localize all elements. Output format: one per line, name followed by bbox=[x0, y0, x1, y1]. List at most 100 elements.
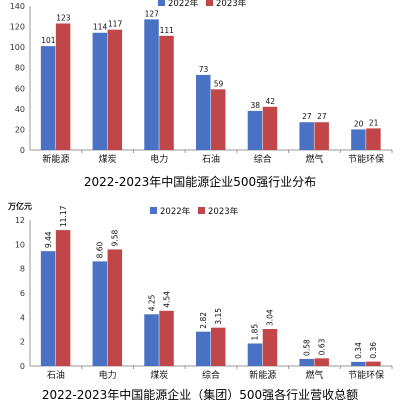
bar-value-label: 123 bbox=[56, 13, 71, 22]
legend-label-2023: 2023年 bbox=[208, 206, 239, 217]
x-category-label: 综合 bbox=[202, 369, 220, 381]
chart2-unit-label: 万亿元 bbox=[7, 201, 32, 211]
x-category-label: 节能环保 bbox=[348, 369, 384, 381]
bar-value-label: 11.17 bbox=[59, 205, 68, 227]
x-category-label: 新能源 bbox=[42, 153, 69, 165]
legend-label-2022: 2022年 bbox=[168, 0, 199, 9]
y-tick-label: 120 bbox=[10, 23, 25, 32]
bar-value-label: 38 bbox=[250, 101, 260, 110]
x-category-label: 燃气 bbox=[305, 153, 323, 165]
chart2-legend: 2022年 2023年 bbox=[150, 206, 239, 217]
bar-2022 bbox=[247, 343, 263, 366]
y-tick-label: 100 bbox=[10, 43, 25, 52]
bar-2022 bbox=[40, 251, 56, 366]
bar-2023 bbox=[159, 35, 174, 151]
bar-2022 bbox=[351, 129, 366, 150]
bar-2023 bbox=[314, 358, 329, 366]
bar-value-label: 0.34 bbox=[354, 342, 363, 359]
x-category-label: 新能源 bbox=[249, 369, 276, 381]
bar-2023 bbox=[314, 122, 329, 150]
bar-value-label: 117 bbox=[108, 20, 123, 29]
y-tick-label: 8 bbox=[20, 265, 25, 274]
bar-value-label: 27 bbox=[317, 112, 327, 121]
y-tick-label: 60 bbox=[15, 84, 25, 93]
bar-value-label: 3.15 bbox=[214, 308, 223, 325]
bar-value-label: 59 bbox=[214, 79, 224, 88]
legend-label-2022: 2022年 bbox=[160, 206, 191, 217]
bar-value-label: 101 bbox=[41, 36, 56, 45]
legend-swatch-2022 bbox=[158, 0, 165, 6]
x-category-label: 综合 bbox=[254, 153, 272, 165]
bar-value-label: 9.44 bbox=[44, 231, 53, 248]
bar-2023 bbox=[55, 23, 71, 150]
chart2-title: 2022-2023年中国能源企业（集团）500强各行业营收总额 bbox=[42, 387, 358, 400]
bar-2023 bbox=[262, 329, 278, 366]
bar-2022 bbox=[144, 314, 159, 366]
bar-value-label: 9.58 bbox=[111, 230, 120, 247]
bar-2023 bbox=[107, 29, 123, 150]
chart1-legend: 2022年 2023年 bbox=[158, 0, 247, 9]
x-category-label: 石油 bbox=[202, 153, 220, 165]
chart1-axes: 0 20 40 60 80 100 120 140 新能源 煤炭 电力 石油 综合 燃气 节能环保 bbox=[10, 2, 393, 165]
legend-swatch-2023 bbox=[198, 207, 205, 214]
bar-2023 bbox=[107, 249, 123, 366]
y-tick-label: 4 bbox=[20, 313, 25, 322]
bar-2022 bbox=[351, 361, 366, 366]
bar-value-label: 73 bbox=[199, 65, 209, 74]
bar-value-label: 127 bbox=[145, 9, 160, 18]
x-category-label: 燃气 bbox=[305, 369, 323, 381]
bar-2022 bbox=[144, 19, 159, 150]
chart2-bars: 9.44 11.17 8.60 9.58 4.25 4.54 2.82 3.15 1.85 3.0… bbox=[40, 205, 381, 366]
y-tick-label: 0 bbox=[20, 362, 25, 371]
bar-value-label: 21 bbox=[369, 118, 379, 127]
chart1-title: 2022-2023年中国能源企业500强行业分布 bbox=[84, 174, 316, 189]
bar-value-label: 114 bbox=[93, 23, 108, 32]
legend-swatch-2023 bbox=[206, 0, 213, 6]
bar-2022 bbox=[196, 331, 211, 366]
y-tick-label: 6 bbox=[20, 289, 25, 298]
y-tick-label: 0 bbox=[20, 146, 25, 155]
bar-2023 bbox=[366, 128, 381, 150]
bar-value-label: 20 bbox=[354, 119, 364, 128]
bar-2022 bbox=[299, 358, 314, 366]
bar-2023 bbox=[211, 327, 226, 366]
chart-industry-revenue: 万亿元 0 2 4 6 8 10 12 石油 电力 煤炭 综合 新能源 燃气 节能环保 9.44 11.17… bbox=[7, 201, 393, 400]
bar-2022 bbox=[92, 261, 108, 366]
bar-value-label: 4.54 bbox=[162, 291, 171, 308]
y-tick-label: 40 bbox=[15, 105, 25, 114]
bar-2022 bbox=[40, 46, 56, 150]
bar-value-label: 1.85 bbox=[251, 324, 260, 341]
chart-industry-distribution: 0 20 40 60 80 100 120 140 新能源 煤炭 电力 石油 综合 燃气 节能环保 101 1… bbox=[10, 0, 393, 189]
bar-2023 bbox=[55, 230, 71, 366]
bar-value-label: 0.58 bbox=[302, 339, 311, 356]
bar-2022 bbox=[196, 74, 211, 150]
x-category-label: 石油 bbox=[47, 369, 65, 381]
bar-2023 bbox=[366, 361, 381, 366]
bar-value-label: 8.60 bbox=[96, 241, 105, 258]
y-tick-label: 20 bbox=[15, 125, 25, 134]
legend-swatch-2022 bbox=[150, 207, 157, 214]
bar-2023 bbox=[262, 106, 278, 150]
y-tick-label: 80 bbox=[15, 64, 25, 73]
bar-value-label: 111 bbox=[160, 26, 175, 35]
bar-value-label: 0.36 bbox=[369, 342, 378, 359]
y-tick-label: 10 bbox=[15, 240, 25, 249]
bar-value-label: 42 bbox=[265, 97, 275, 106]
legend-label-2023: 2023年 bbox=[216, 0, 247, 9]
y-tick-label: 140 bbox=[10, 2, 25, 11]
x-category-label: 电力 bbox=[99, 369, 117, 381]
x-category-label: 电力 bbox=[150, 153, 168, 165]
bar-value-label: 4.25 bbox=[147, 294, 156, 311]
y-tick-label: 12 bbox=[15, 216, 25, 225]
bar-value-label: 27 bbox=[302, 112, 312, 121]
x-category-label: 节能环保 bbox=[348, 153, 384, 165]
bar-2023 bbox=[211, 89, 226, 150]
bar-value-label: 0.63 bbox=[317, 338, 326, 355]
bar-2022 bbox=[247, 110, 263, 150]
x-category-label: 煤炭 bbox=[150, 369, 168, 381]
y-tick-label: 2 bbox=[20, 338, 25, 347]
bar-2022 bbox=[92, 32, 108, 150]
bar-2022 bbox=[299, 122, 314, 150]
